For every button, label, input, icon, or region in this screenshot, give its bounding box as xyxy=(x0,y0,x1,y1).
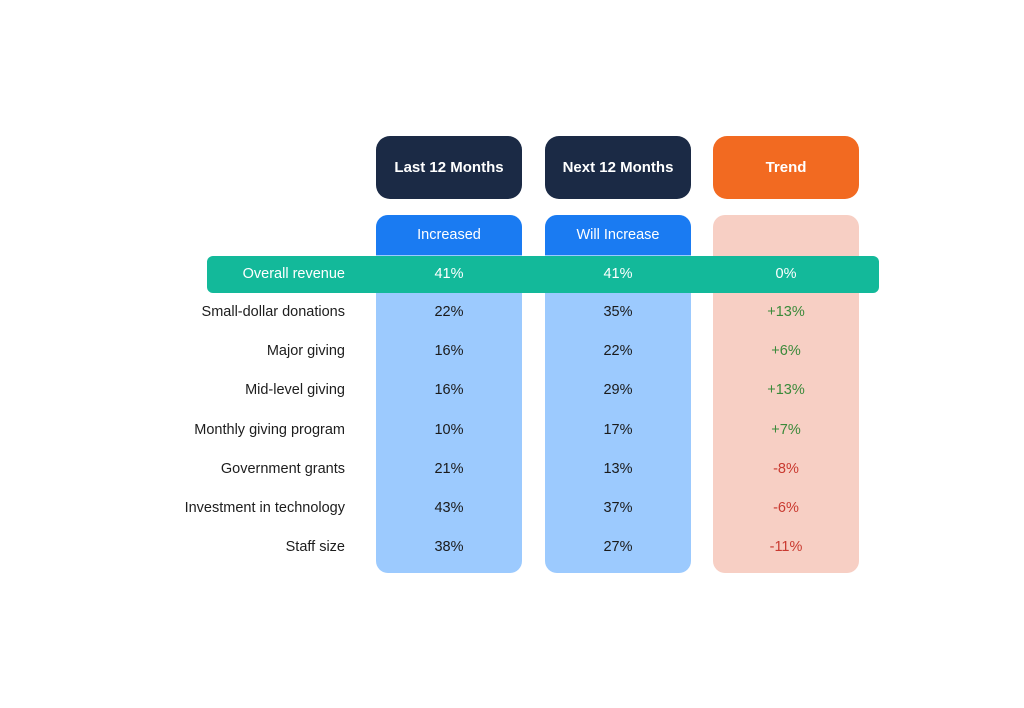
row-label: Government grants xyxy=(220,461,345,477)
last-months-value: 16% xyxy=(434,343,464,359)
trend-header: Trend xyxy=(713,136,859,199)
trend-value: +13% xyxy=(767,304,805,320)
trend-value: -11% xyxy=(769,539,803,555)
overall-revenue-label: Overall revenue xyxy=(242,266,345,282)
last-months-value: 38% xyxy=(434,539,464,555)
last-months-value: 10% xyxy=(434,422,464,438)
trend-value: +7% xyxy=(771,422,801,438)
overall-revenue-next: 41% xyxy=(603,266,633,282)
next-months-value: 17% xyxy=(603,422,633,438)
next-months-value: 13% xyxy=(603,461,633,477)
trend-value: +13% xyxy=(767,382,805,398)
next-months-value: 35% xyxy=(603,304,633,320)
next-months-subheader: Will Increase xyxy=(545,215,691,255)
row-label: Investment in technology xyxy=(184,500,345,516)
next-months-value: 22% xyxy=(603,343,633,359)
trend-value: -8% xyxy=(773,461,799,477)
overall-revenue-trend: 0% xyxy=(775,266,797,282)
next-months-value: 37% xyxy=(603,500,633,516)
next-months-value: 27% xyxy=(603,539,633,555)
trend-value: +6% xyxy=(771,343,801,359)
overall-revenue-highlight xyxy=(207,256,879,293)
row-label: Monthly giving program xyxy=(194,422,345,438)
overall-revenue-last: 41% xyxy=(434,266,464,282)
row-label: Staff size xyxy=(285,539,345,555)
last-months-header: Last 12 Months xyxy=(376,136,522,199)
next-months-header: Next 12 Months xyxy=(545,136,691,199)
next-months-value: 29% xyxy=(603,382,633,398)
row-label: Mid-level giving xyxy=(245,382,345,398)
last-months-subheader: Increased xyxy=(376,215,522,255)
last-months-value: 21% xyxy=(434,461,464,477)
row-label: Major giving xyxy=(266,343,345,359)
last-months-value: 43% xyxy=(434,500,464,516)
last-months-value: 22% xyxy=(434,304,464,320)
row-label: Small-dollar donations xyxy=(201,304,345,320)
trend-value: -6% xyxy=(773,500,799,516)
last-months-value: 16% xyxy=(434,382,464,398)
